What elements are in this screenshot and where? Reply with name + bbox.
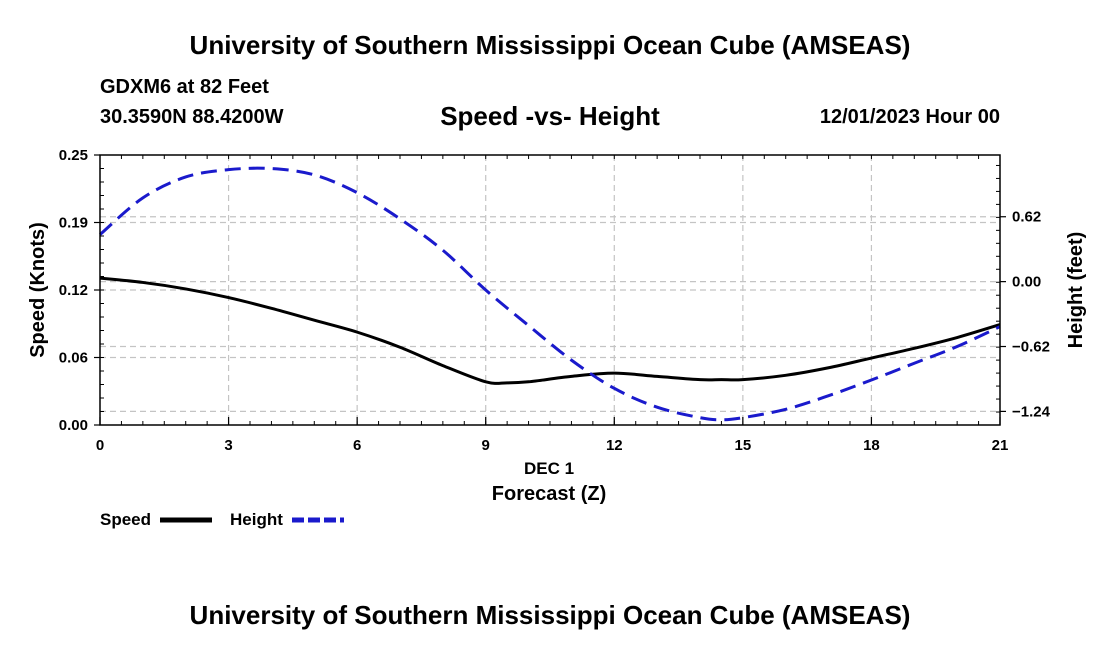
main-title: University of Southern Mississippi Ocean… — [189, 30, 911, 60]
x-tick-label: 12 — [606, 437, 623, 454]
x-tick-label: 18 — [863, 437, 880, 454]
x-tick-label: 0 — [96, 437, 104, 454]
y-left-tick-label: 0.00 — [59, 417, 88, 434]
y-right-tick-label: 0.62 — [1012, 209, 1041, 226]
y-left-tick-label: 0.06 — [59, 350, 88, 367]
y-right-tick-label: −0.62 — [1012, 339, 1050, 356]
x-tick-label: 9 — [482, 437, 490, 454]
x-tick-label: 21 — [992, 437, 1009, 454]
chart-subtitle: Speed -vs- Height — [440, 101, 660, 131]
y-axis-left-title: Speed (Knots) — [27, 222, 49, 358]
plot-frame — [99, 154, 1001, 426]
legend: Speed Height — [100, 510, 344, 529]
y-left-tick-label: 0.25 — [59, 147, 88, 164]
x-tick-label: 15 — [735, 437, 752, 454]
timestamp-label: 12/01/2023 Hour 00 — [819, 106, 1000, 128]
x-tick-label: 3 — [224, 437, 232, 454]
legend-speed-label: Speed — [100, 510, 151, 529]
y-right-tick-label: −1.24 — [1012, 403, 1051, 420]
y-right-tick-label: 0.00 — [1012, 274, 1041, 291]
tick-labels: 0 3 6 9 12 15 18 21 0.00 0.06 0.12 0.19 0.25 0.62 0.00… — [59, 147, 1051, 454]
x-axis-date-label: DEC 1 — [524, 459, 574, 478]
station-label: GDXM6 at 82 Feet — [100, 76, 269, 98]
x-tick-label: 6 — [353, 437, 361, 454]
series-lines — [99, 166, 1001, 422]
height-series-line — [99, 166, 1001, 422]
x-axis-title: Forecast (Z) — [492, 483, 606, 505]
y-left-tick-label: 0.19 — [59, 215, 88, 232]
speed-series-line — [99, 276, 1001, 385]
y-left-tick-label: 0.12 — [59, 282, 88, 299]
legend-height-label: Height — [230, 510, 283, 529]
grid-lines — [100, 155, 1000, 425]
coordinates-label: 30.3590N 88.4200W — [100, 106, 284, 128]
footer-title: University of Southern Mississippi Ocean… — [189, 600, 911, 630]
y-axis-right-title: Height (feet) — [1065, 232, 1087, 349]
